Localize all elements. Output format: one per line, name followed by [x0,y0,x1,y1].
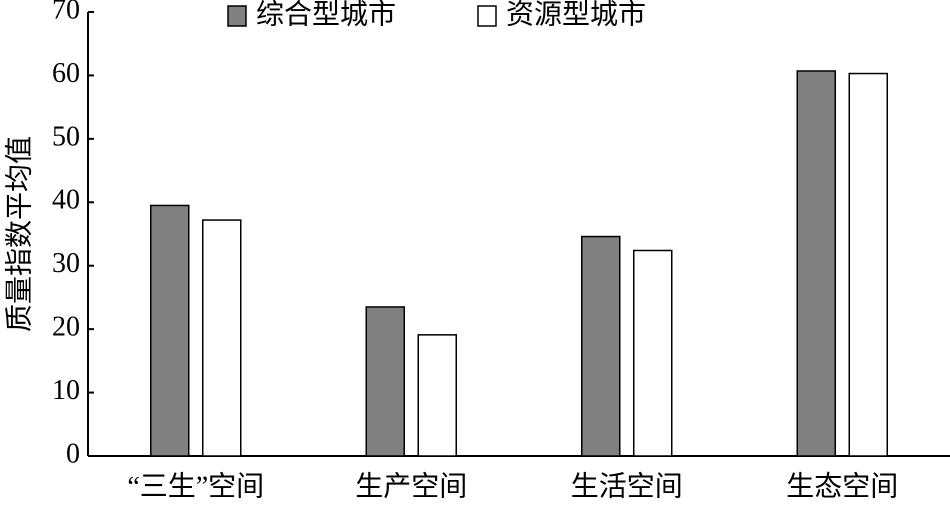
legend-label: 综合型城市 [256,0,396,30]
y-tick-label: 20 [52,312,80,343]
bar [417,334,457,457]
y-tick-label: 70 [52,0,80,25]
y-tick-label: 10 [52,375,80,406]
y-tick-label: 30 [52,248,80,279]
legend-label: 资源型城市 [506,0,646,30]
x-tick-label: 生产空间 [355,470,467,502]
legend-swatch [227,5,247,27]
y-tick-label: 0 [66,438,80,469]
bar [581,235,621,457]
x-tick-label: “三生”空间 [127,470,264,502]
x-tick-label: 生活空间 [571,470,683,502]
y-tick-label: 40 [52,185,80,216]
bar [633,249,673,457]
legend-swatch [477,5,497,27]
bar [848,72,888,457]
bar [365,306,405,457]
bar [796,70,836,457]
y-tick-label: 60 [52,58,80,89]
y-axis-label: 质量指数平均值 [3,136,35,332]
x-tick-label: 生态空间 [786,470,898,502]
y-tick-label: 50 [52,121,80,152]
bar [202,219,242,457]
bar [150,204,190,457]
